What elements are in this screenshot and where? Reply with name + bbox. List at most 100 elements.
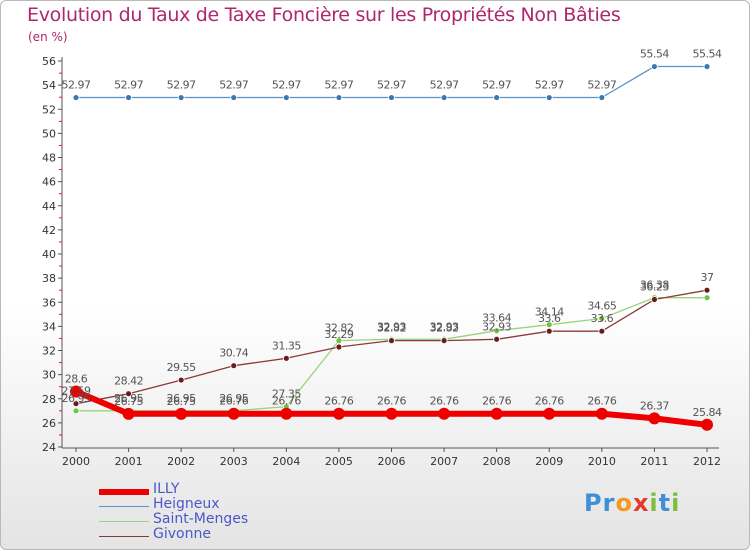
data-point: [701, 418, 713, 431]
data-label: 34.14: [535, 306, 564, 319]
data-label: 26.76: [219, 395, 248, 408]
x-tick-label: 2010: [588, 455, 616, 468]
data-point: [72, 400, 80, 408]
x-tick-label: 2011: [640, 455, 668, 468]
data-label: 36.23: [640, 280, 669, 293]
logo-letter: t: [658, 489, 672, 517]
data-point: [545, 327, 553, 335]
legend-label: ILLY: [153, 481, 180, 497]
x-tick-label: 2007: [430, 455, 458, 468]
data-point: [598, 327, 606, 335]
y-tick-label: 36: [42, 296, 56, 309]
logo-letter: o: [615, 489, 633, 517]
legend-label: Givonne: [153, 526, 211, 542]
data-label: 31.35: [272, 339, 301, 352]
data-point: [125, 390, 132, 398]
data-label: 32.29: [324, 328, 353, 341]
logo-letter: x: [632, 489, 650, 517]
data-label: 26.76: [272, 395, 301, 408]
data-label: 26.95: [114, 392, 143, 405]
x-tick-label: 2000: [62, 455, 90, 468]
data-point: [230, 94, 238, 101]
data-label: 32.82: [430, 322, 459, 335]
legend-item: ILLY: [99, 481, 299, 499]
data-label: 52.97: [535, 79, 564, 92]
data-point: [493, 327, 501, 335]
legend-item: Saint-Menges: [99, 511, 299, 529]
x-tick-label: 2012: [693, 455, 721, 468]
data-label: 26.75: [114, 395, 143, 408]
legend-item: Heigneux: [99, 496, 299, 514]
data-label: 32.82: [324, 322, 353, 335]
legend-swatch: [99, 489, 149, 495]
data-label: 37: [701, 271, 714, 284]
legend-label: Heigneux: [153, 496, 220, 512]
y-tick-label: 26: [42, 417, 56, 430]
data-label: 52.97: [272, 79, 301, 92]
y-tick-label: 24: [42, 441, 56, 454]
data-point: [440, 337, 448, 345]
data-label: 26.76: [377, 395, 406, 408]
legend-swatch: [99, 521, 149, 523]
data-point: [703, 286, 711, 294]
x-tick-label: 2006: [378, 455, 406, 468]
data-point: [493, 335, 501, 343]
x-tick-label: 2009: [535, 455, 563, 468]
data-label: 26.95: [167, 392, 196, 405]
legend-swatch: [99, 506, 149, 508]
data-label: 26.76: [324, 395, 353, 408]
data-label: 26.75: [167, 395, 196, 408]
data-label: 33.64: [482, 312, 511, 325]
data-label: 26.37: [640, 399, 669, 412]
data-label: 26.76: [535, 395, 564, 408]
data-point: [332, 407, 345, 420]
data-point: [282, 354, 290, 362]
data-point: [280, 407, 293, 420]
legend-item: Givonne: [99, 526, 299, 544]
data-point: [72, 94, 80, 101]
data-label: 34.65: [587, 300, 616, 313]
data-point: [388, 337, 395, 345]
data-point: [438, 407, 451, 420]
data-point: [385, 407, 398, 420]
logo-letter: i: [671, 489, 681, 517]
y-tick-label: 28: [42, 393, 56, 406]
logo-letter: i: [649, 489, 659, 517]
data-label: 52.97: [377, 79, 406, 92]
y-tick-label: 30: [42, 369, 56, 382]
data-point: [122, 407, 135, 420]
x-tick-label: 2008: [483, 455, 511, 468]
data-label: 26.76: [482, 395, 511, 408]
data-point: [651, 63, 658, 70]
data-label: 32.93: [377, 320, 406, 333]
data-point: [493, 94, 501, 101]
data-label: 32.93: [482, 320, 511, 333]
data-label: 26.95: [219, 392, 248, 405]
data-label: 25.84: [693, 406, 722, 419]
data-label: 52.97: [430, 79, 459, 92]
data-point: [543, 407, 556, 420]
data-label: 36.38: [640, 279, 669, 292]
data-point: [175, 407, 188, 420]
data-label: 55.54: [693, 48, 722, 61]
data-point: [703, 294, 711, 302]
y-tick-label: 44: [42, 200, 56, 213]
x-tick-label: 2004: [272, 455, 300, 468]
logo-letter: r: [602, 489, 616, 517]
data-point: [595, 407, 608, 420]
proxiti-logo: Proxiti: [584, 489, 680, 517]
data-point: [72, 407, 80, 415]
data-label: 52.97: [219, 79, 248, 92]
data-point: [335, 343, 343, 351]
y-tick-label: 56: [42, 55, 56, 68]
data-point: [703, 63, 711, 70]
data-point: [230, 362, 238, 370]
data-label: 30.74: [219, 347, 248, 360]
data-label: 28.42: [114, 375, 143, 388]
data-point: [125, 94, 132, 101]
data-label: 26.76: [430, 395, 459, 408]
data-point: [177, 94, 185, 101]
x-tick-label: 2001: [115, 455, 143, 468]
